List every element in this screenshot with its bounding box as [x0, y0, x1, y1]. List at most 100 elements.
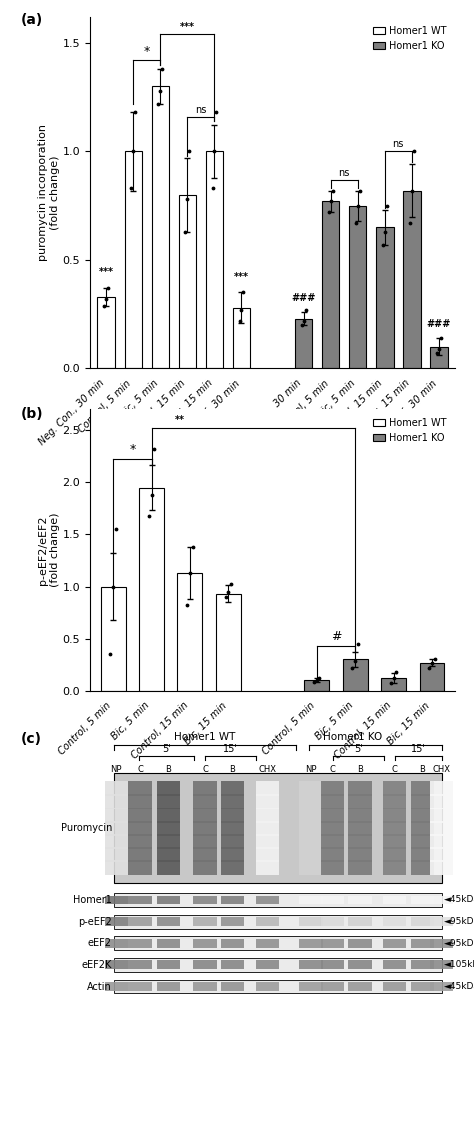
Bar: [410, 860, 434, 875]
Bar: [193, 782, 217, 796]
Bar: [321, 960, 345, 969]
Bar: [221, 939, 244, 948]
Bar: [321, 896, 345, 905]
Bar: [221, 960, 244, 969]
Bar: [193, 960, 217, 969]
Bar: [410, 847, 434, 862]
Bar: [256, 917, 280, 926]
Bar: [233, 308, 250, 369]
Bar: [348, 896, 372, 905]
Bar: [348, 982, 372, 991]
Bar: [410, 960, 434, 969]
Bar: [221, 847, 244, 862]
Bar: [299, 782, 322, 796]
Bar: [128, 939, 152, 948]
Text: ***: ***: [234, 271, 249, 282]
Bar: [299, 939, 322, 948]
Bar: [193, 982, 217, 991]
Bar: [128, 982, 152, 991]
Bar: [383, 808, 407, 822]
Bar: [157, 847, 180, 862]
Bar: [299, 917, 322, 926]
Text: 5': 5': [354, 744, 363, 754]
Text: ◄95kDa: ◄95kDa: [444, 939, 474, 948]
Bar: [430, 896, 453, 905]
Bar: [193, 834, 217, 848]
Bar: [348, 960, 372, 969]
Text: ◄45kDa: ◄45kDa: [444, 896, 474, 905]
Text: B: B: [165, 766, 172, 774]
Bar: [221, 782, 244, 796]
Bar: [299, 982, 322, 991]
Text: eEF2: eEF2: [88, 939, 112, 948]
Text: ns: ns: [338, 167, 350, 178]
Y-axis label: p-eEF2/eEF2
(fold change): p-eEF2/eEF2 (fold change): [38, 512, 60, 587]
Bar: [114, 915, 442, 929]
Bar: [256, 782, 280, 796]
Text: ◄45kDa: ◄45kDa: [444, 982, 474, 991]
Bar: [299, 794, 322, 810]
Bar: [128, 821, 152, 836]
Bar: [256, 960, 280, 969]
Bar: [221, 860, 244, 875]
Bar: [157, 896, 180, 905]
Text: ***: ***: [99, 267, 114, 277]
Bar: [430, 794, 453, 810]
Bar: [157, 834, 180, 848]
Bar: [193, 860, 217, 875]
Bar: [321, 794, 345, 810]
Text: ns: ns: [392, 139, 404, 149]
Text: C: C: [392, 766, 398, 774]
Bar: [383, 782, 407, 796]
Bar: [383, 821, 407, 836]
Bar: [383, 834, 407, 848]
Bar: [193, 821, 217, 836]
Bar: [348, 821, 372, 836]
Bar: [114, 772, 442, 883]
Bar: [343, 659, 368, 691]
Bar: [256, 834, 280, 848]
Text: **: **: [174, 415, 184, 425]
Bar: [430, 917, 453, 926]
Bar: [105, 917, 128, 926]
Text: Homer1: Homer1: [73, 895, 112, 905]
Bar: [383, 860, 407, 875]
Text: *: *: [144, 45, 150, 58]
Text: ###: ###: [427, 319, 451, 329]
Text: ###: ###: [292, 293, 316, 303]
Bar: [410, 982, 434, 991]
Bar: [114, 936, 442, 950]
Bar: [383, 939, 407, 948]
Bar: [430, 939, 453, 948]
Text: ◄95kDa: ◄95kDa: [444, 917, 474, 926]
Bar: [157, 821, 180, 836]
Bar: [299, 821, 322, 836]
Bar: [410, 808, 434, 822]
Text: NP: NP: [305, 766, 317, 774]
Bar: [321, 917, 345, 926]
Bar: [299, 860, 322, 875]
Text: 15': 15': [223, 744, 238, 754]
Bar: [128, 782, 152, 796]
Text: eEF2K: eEF2K: [82, 960, 112, 970]
Bar: [383, 960, 407, 969]
Bar: [128, 896, 152, 905]
Text: (c): (c): [21, 732, 42, 745]
Text: (a): (a): [21, 14, 43, 27]
Bar: [157, 794, 180, 810]
Bar: [157, 960, 180, 969]
Bar: [430, 982, 453, 991]
Text: Homer1 KO: Homer1 KO: [323, 732, 383, 742]
Bar: [193, 847, 217, 862]
Bar: [128, 847, 152, 862]
Bar: [256, 794, 280, 810]
Bar: [105, 960, 128, 969]
Text: p-eEF2: p-eEF2: [78, 916, 112, 926]
Bar: [105, 847, 128, 862]
Text: B: B: [419, 766, 425, 774]
Text: ns: ns: [195, 104, 207, 114]
Bar: [128, 794, 152, 810]
Bar: [128, 808, 152, 822]
Bar: [299, 847, 322, 862]
Bar: [125, 152, 142, 369]
